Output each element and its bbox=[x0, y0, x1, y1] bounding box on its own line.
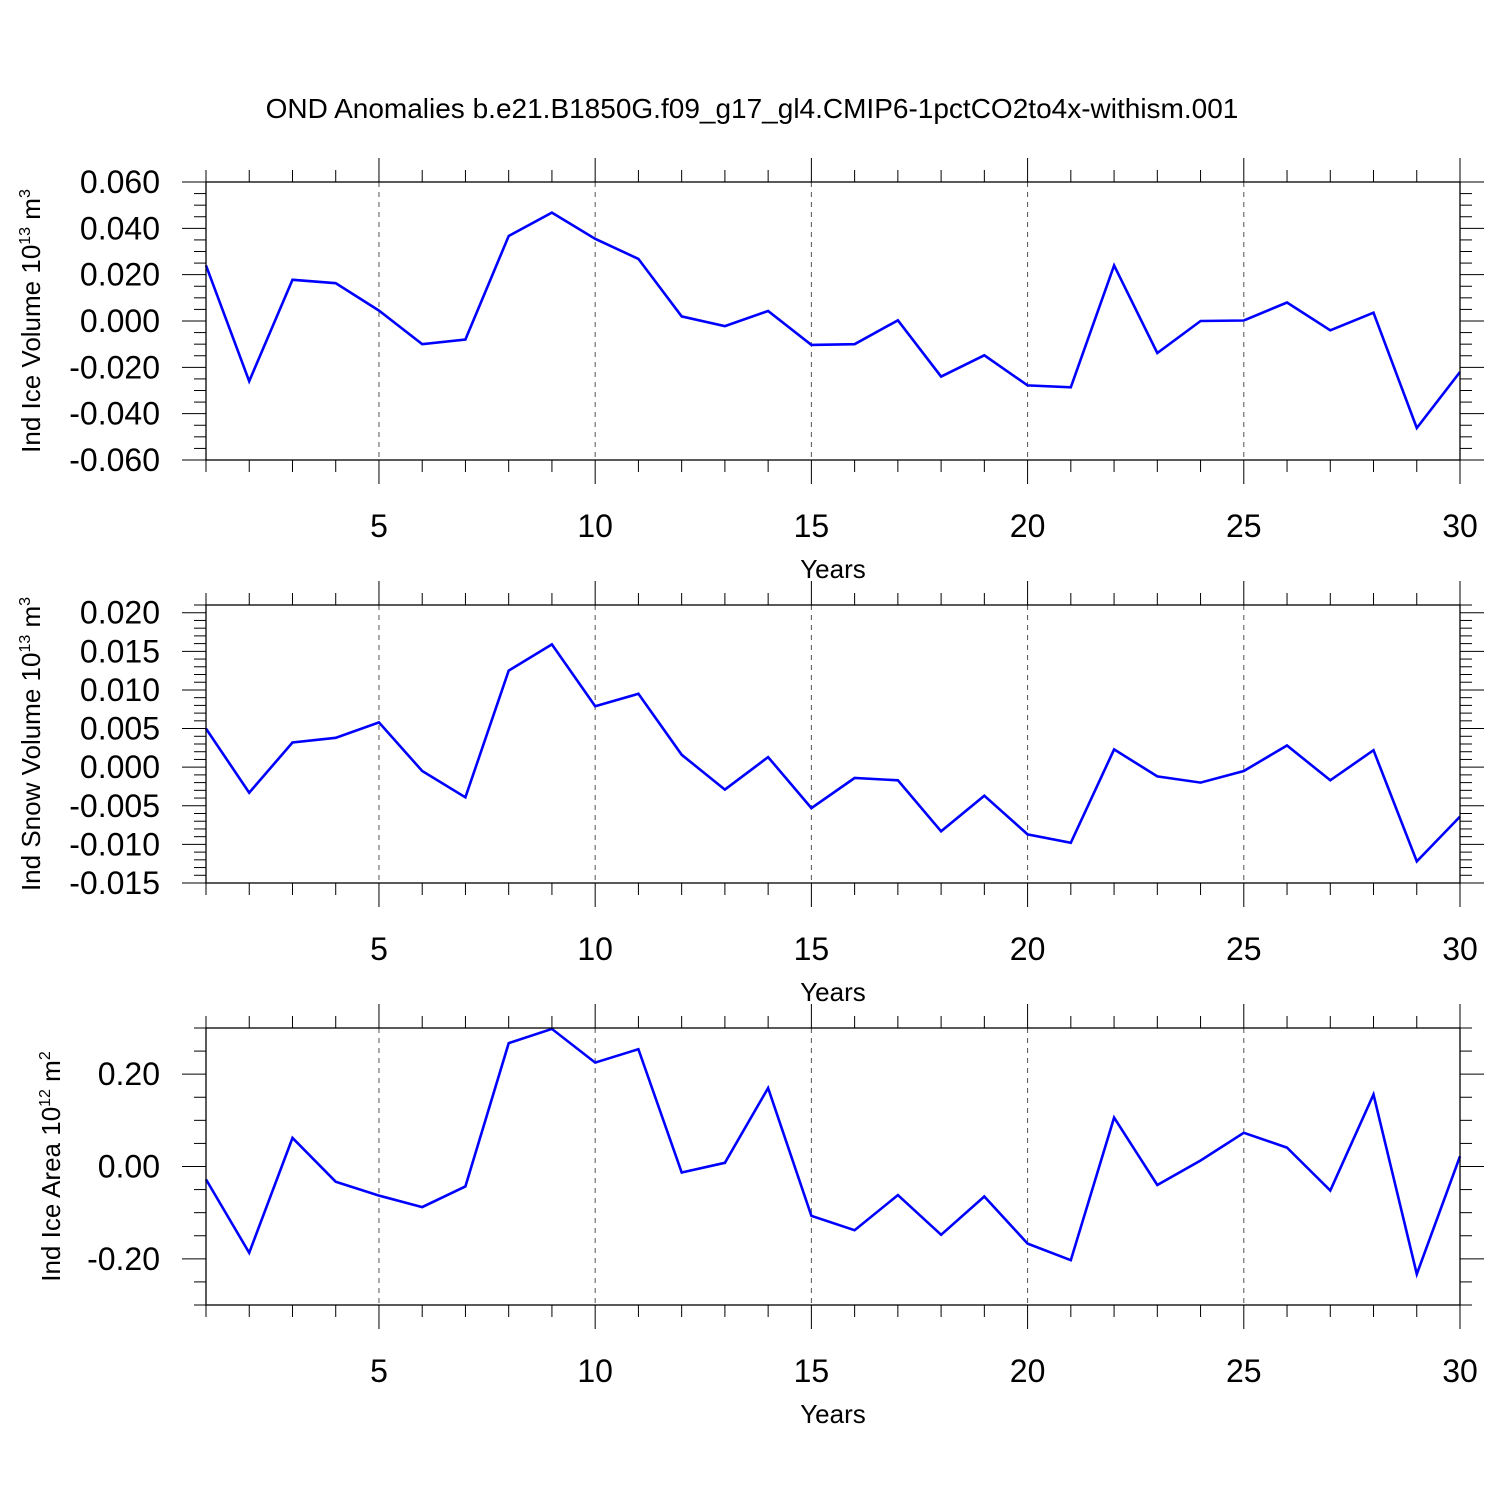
x-tick-label: 20 bbox=[1010, 508, 1046, 544]
figure-title: OND Anomalies b.e21.B1850G.f09_g17_gl4.C… bbox=[266, 93, 1239, 124]
x-tick-label: 30 bbox=[1442, 1353, 1478, 1389]
y-tick-label: -0.020 bbox=[69, 349, 160, 385]
y-tick-label: 0.010 bbox=[80, 672, 160, 708]
x-tick-labels: 5 10 15 20 25 30 bbox=[370, 931, 1478, 967]
series-line-ice-area bbox=[204, 1027, 1462, 1279]
x-tick-label: 30 bbox=[1442, 508, 1478, 544]
x-tick-label: 25 bbox=[1226, 508, 1262, 544]
y-axis-title: Ind Snow Volume 1013 m3 bbox=[16, 597, 46, 891]
axes-border bbox=[205, 604, 1461, 884]
axes-border bbox=[205, 1027, 1461, 1306]
x-axis-title: Years bbox=[800, 1399, 866, 1429]
y-axis-title: Ind Ice Area 1012 m2 bbox=[36, 1051, 66, 1282]
y-tick-label: 0.000 bbox=[80, 749, 160, 785]
x-tick-label: 15 bbox=[794, 508, 830, 544]
y-tick-label: 0.060 bbox=[80, 164, 160, 200]
y-tick-label: -0.005 bbox=[69, 788, 160, 824]
y-tick-label: -0.040 bbox=[69, 396, 160, 432]
axes-frame bbox=[205, 1027, 1461, 1306]
y-tick-label: 0.005 bbox=[80, 711, 160, 747]
tick-marks bbox=[182, 581, 1484, 907]
y-tick-label: 0.000 bbox=[80, 303, 160, 339]
series-line-ice-volume bbox=[204, 211, 1462, 431]
x-tick-label: 5 bbox=[370, 1353, 388, 1389]
x-tick-label: 20 bbox=[1010, 1353, 1046, 1389]
y-tick-label: 0.020 bbox=[80, 595, 160, 631]
y-axis-title: Ind Ice Volume 1013 m3 bbox=[16, 189, 46, 453]
tick-marks bbox=[182, 158, 1484, 484]
x-tick-label: 25 bbox=[1226, 1353, 1262, 1389]
x-tick-label: 15 bbox=[794, 1353, 830, 1389]
panel-snow-volume: -0.015-0.010-0.0050.0000.0050.0100.0150.… bbox=[16, 581, 1484, 1007]
y-tick-label: 0.040 bbox=[80, 210, 160, 246]
x-axis-title: Years bbox=[800, 554, 866, 584]
y-tick-label: 0.00 bbox=[98, 1149, 160, 1185]
y-tick-label: 0.015 bbox=[80, 633, 160, 669]
x-tick-label: 15 bbox=[794, 931, 830, 967]
x-tick-label: 10 bbox=[577, 931, 613, 967]
x-tick-label: 5 bbox=[370, 931, 388, 967]
y-tick-label: 0.20 bbox=[98, 1056, 160, 1092]
series-line-snow-volume bbox=[204, 642, 1461, 864]
x-tick-label: 10 bbox=[577, 1353, 613, 1389]
panel-ice-area: -0.20 0.00 0.20 5 10 15 20 25 30 Years Ind Ice … bbox=[36, 1004, 1484, 1429]
tick-marks bbox=[182, 1004, 1484, 1329]
x-tick-label: 10 bbox=[577, 508, 613, 544]
x-axis-title: Years bbox=[800, 977, 866, 1007]
y-tick-label: -0.010 bbox=[69, 826, 160, 862]
y-tick-labels: -0.20 0.00 0.20 bbox=[87, 1056, 160, 1277]
grid-lines bbox=[378, 1028, 1245, 1305]
y-tick-label: -0.015 bbox=[69, 865, 160, 901]
panel-ice-volume: -0.060 -0.040 -0.020 0.000 0.020 0.040 0.060 5… bbox=[16, 158, 1484, 584]
y-tick-labels: -0.015-0.010-0.0050.0000.0050.0100.0150.… bbox=[69, 595, 160, 901]
x-tick-labels: 5 10 15 20 25 30 bbox=[370, 1353, 1478, 1389]
x-tick-label: 25 bbox=[1226, 931, 1262, 967]
x-tick-labels: 5 10 15 20 25 30 bbox=[370, 508, 1478, 544]
axes-frame bbox=[205, 604, 1461, 884]
grid-lines bbox=[378, 605, 1245, 883]
x-tick-label: 5 bbox=[370, 508, 388, 544]
y-tick-label: -0.20 bbox=[87, 1241, 160, 1277]
x-tick-label: 30 bbox=[1442, 931, 1478, 967]
grid-lines bbox=[378, 182, 1245, 460]
y-tick-label: -0.060 bbox=[69, 442, 160, 478]
y-tick-label: 0.020 bbox=[80, 257, 160, 293]
x-tick-label: 20 bbox=[1010, 931, 1046, 967]
y-tick-labels: -0.060 -0.040 -0.020 0.000 0.020 0.040 0.060 bbox=[69, 164, 160, 478]
